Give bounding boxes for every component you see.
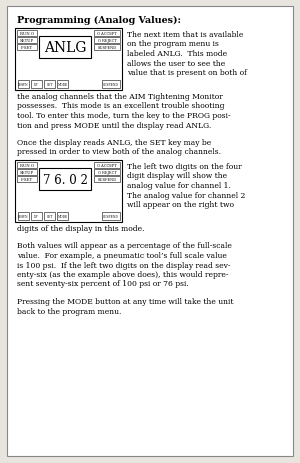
Text: SUSPEND: SUSPEND [98,46,117,50]
Bar [18,81,29,89]
Bar [94,163,120,169]
Bar [102,81,120,89]
Text: O REJECT: O REJECT [98,39,116,43]
Text: SUSPEND: SUSPEND [103,83,119,87]
Text: RUN O: RUN O [20,163,34,168]
Bar [17,38,37,44]
Bar [94,38,120,44]
Text: digits of the display in this mode.: digits of the display in this mode. [17,225,145,232]
Bar [17,45,37,51]
Text: Pressing the MODE button at any time will take the unit: Pressing the MODE button at any time wil… [17,297,233,305]
Text: Both values will appear as a percentage of the full-scale: Both values will appear as a percentage … [17,242,232,250]
Bar [57,213,68,220]
Text: SETUP: SETUP [20,171,34,175]
Text: pressed in order to view both of the analog channels.: pressed in order to view both of the ana… [17,148,221,156]
Bar [15,161,122,223]
Text: DOWN: DOWN [18,214,29,219]
Text: the analog channels that the AIM Tightening Monitor: the analog channels that the AIM Tighten… [17,93,223,101]
Bar [18,213,29,220]
Text: SUSPEND: SUSPEND [98,178,117,181]
Bar [44,213,55,220]
Text: SET: SET [46,83,52,87]
Text: SETUP: SETUP [20,39,34,43]
Text: digit display will show the: digit display will show the [127,172,227,180]
Text: O ACCEPT: O ACCEPT [97,163,117,168]
Text: Programming (Analog Values):: Programming (Analog Values): [17,16,181,25]
Text: F-SET: F-SET [21,178,33,181]
Text: enty-six (as the example above does), this would repre-: enty-six (as the example above does), th… [17,270,229,278]
Text: The analog value for channel 2: The analog value for channel 2 [127,191,245,199]
Text: UP: UP [34,83,39,87]
Bar [102,213,120,220]
Text: O REJECT: O REJECT [98,171,116,175]
Text: value that is present on both of: value that is present on both of [127,69,247,77]
Bar [15,29,122,91]
Bar [94,45,120,51]
Bar [17,176,37,182]
Bar [31,213,42,220]
Bar [57,81,68,89]
Text: MODE: MODE [57,214,68,219]
Bar [17,169,37,175]
Text: is 100 psi.  If the left two digits on the display read sev-: is 100 psi. If the left two digits on th… [17,261,230,269]
Bar [94,169,120,175]
Bar [17,31,37,37]
Text: O ACCEPT: O ACCEPT [97,32,117,36]
Text: SUSPEND: SUSPEND [103,214,119,219]
Text: back to the program menu.: back to the program menu. [17,307,122,315]
Bar [44,81,55,89]
Bar [39,169,91,191]
Bar [39,37,91,59]
Text: will appear on the right two: will appear on the right two [127,200,234,208]
Text: Once the display reads ANLG, the SET key may be: Once the display reads ANLG, the SET key… [17,139,211,147]
Text: labeled ANLG.  This mode: labeled ANLG. This mode [127,50,227,58]
Bar [94,176,120,182]
Text: SET: SET [46,214,52,219]
Text: on the program menu is: on the program menu is [127,40,219,49]
Text: value.  For example, a pneumatic tool’s full scale value: value. For example, a pneumatic tool’s f… [17,251,227,259]
Text: MODE: MODE [57,83,68,87]
Text: RUN O: RUN O [20,32,34,36]
Text: allows the user to see the: allows the user to see the [127,59,225,67]
Bar [31,81,42,89]
Text: analog value for channel 1.: analog value for channel 1. [127,181,231,189]
Text: DOWN: DOWN [18,83,29,87]
Bar [17,163,37,169]
Text: 7 6. 0 2: 7 6. 0 2 [43,173,87,186]
Text: F-SET: F-SET [21,46,33,50]
Text: ANLG: ANLG [44,41,86,55]
Text: tion and press MODE until the display read ANLG.: tion and press MODE until the display re… [17,121,211,129]
Text: tool. To enter this mode, turn the key to the PROG posi-: tool. To enter this mode, turn the key t… [17,112,231,120]
Text: sent seventy-six percent of 100 psi or 76 psi.: sent seventy-six percent of 100 psi or 7… [17,280,189,288]
Text: UP: UP [34,214,39,219]
Text: possesses.  This mode is an excellent trouble shooting: possesses. This mode is an excellent tro… [17,102,224,110]
Text: The left two digits on the four: The left two digits on the four [127,163,242,171]
Bar [94,31,120,37]
Text: The next item that is available: The next item that is available [127,31,243,39]
